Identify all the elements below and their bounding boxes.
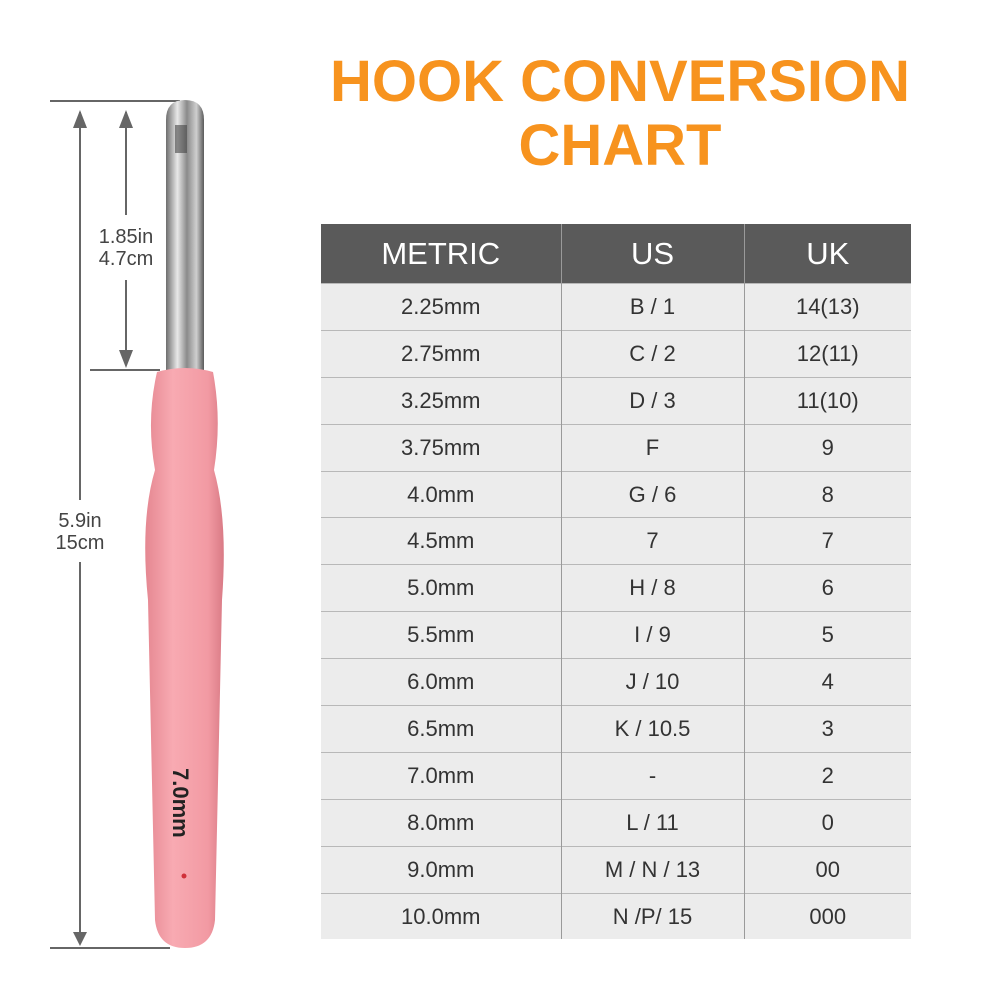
metric-cell: 5.0mm xyxy=(321,564,561,612)
metric-cell: 8.0mm xyxy=(321,798,561,847)
table-row: 7.0mm -2 xyxy=(321,751,911,800)
page-title: HOOK CONVERSION CHART xyxy=(300,50,940,178)
title-line-1: HOOK CONVERSION xyxy=(329,49,911,114)
us-cell: D / 3 xyxy=(560,376,744,425)
uk-cell: 3 xyxy=(743,705,911,753)
us-cell: 7 xyxy=(560,517,744,565)
metric-cell: 5.5mm xyxy=(321,611,561,659)
metric-cell: 3.75mm xyxy=(321,423,561,472)
conversion-table: METRIC US UK 2.25mm B / 1 14(13) 2.75mm C / … xyxy=(321,224,911,940)
metric-cell: 4.0mm xyxy=(321,470,561,518)
uk-cell: 2 xyxy=(743,751,911,800)
metric-cell: 6.0mm xyxy=(321,658,561,706)
us-cell: L / 11 xyxy=(560,798,744,847)
uk-cell: 14(13) xyxy=(743,283,911,331)
table-row: 6.0mm J / 10 4 xyxy=(321,658,911,706)
uk-cell: 7 xyxy=(743,517,911,565)
us-cell: F xyxy=(560,423,744,472)
table-row: 3.25mm D / 3 11(10) xyxy=(321,376,911,425)
us-cell: I / 9 xyxy=(560,611,744,659)
table-row: 8.0mm L / 11 0 xyxy=(321,798,911,847)
uk-cell: 9 xyxy=(743,423,911,472)
total-length-label: 5.9in 15cm xyxy=(45,510,115,554)
us-cell: G / 6 xyxy=(560,470,744,518)
header-metric: METRIC xyxy=(321,224,561,284)
uk-cell: 6 xyxy=(743,564,911,612)
total-length-in: 5.9in xyxy=(58,510,102,532)
us-cell: B / 1 xyxy=(560,283,744,331)
us-cell: K / 10.5 xyxy=(560,705,744,753)
us-cell: J / 10 xyxy=(560,658,744,706)
uk-cell: 5 xyxy=(743,611,911,659)
hook-size-label: 7.0mm xyxy=(168,768,193,838)
uk-cell: 4 xyxy=(743,658,911,706)
us-cell: C / 2 xyxy=(560,329,744,378)
uk-cell: 8 xyxy=(743,470,911,518)
uk-cell: 12(11) xyxy=(743,329,911,378)
table-row: 3.75mm F 9 xyxy=(321,423,911,472)
hook-shaft xyxy=(166,100,204,372)
table-row: 4.5mm 7 7 xyxy=(321,517,911,565)
uk-cell: 11(10) xyxy=(743,376,911,425)
head-length-in: 1.85in xyxy=(98,226,154,248)
table-header-row: METRIC US UK xyxy=(321,224,911,284)
metric-cell: 10.0mm xyxy=(321,892,561,940)
hook-handle xyxy=(145,368,224,948)
table-row: 6.5mm K / 10.5 3 xyxy=(321,705,911,753)
head-length-label: 1.85in 4.7cm xyxy=(88,226,164,270)
header-us: US xyxy=(560,224,744,284)
us-cell: M / N / 13 xyxy=(560,845,744,894)
handle-dot xyxy=(181,873,187,879)
metric-cell: 7.0mm xyxy=(321,751,561,800)
table-row: 10.0mm N /P/ 15 000 xyxy=(321,892,911,940)
metric-cell: 2.25mm xyxy=(321,283,561,331)
metric-cell: 9.0mm xyxy=(321,845,561,894)
head-length-cm: 4.7cm xyxy=(98,248,154,270)
table-row: 2.25mm B / 1 14(13) xyxy=(321,283,911,331)
us-cell: H / 8 xyxy=(560,564,744,612)
metric-cell: 4.5mm xyxy=(321,517,561,565)
table-row: 2.75mm C / 2 12(11) xyxy=(321,329,911,378)
table-row: 9.0mm M / N / 13 00 xyxy=(321,845,911,894)
title-line-2: CHART xyxy=(518,113,722,178)
uk-cell: 00 xyxy=(743,845,911,894)
us-cell: N /P/ 15 xyxy=(560,892,744,940)
uk-cell: 0 xyxy=(743,798,911,847)
dimension-lines xyxy=(50,100,180,949)
us-cell: - xyxy=(560,751,744,800)
header-uk: UK xyxy=(743,224,911,284)
metric-cell: 6.5mm xyxy=(321,705,561,753)
metric-cell: 2.75mm xyxy=(321,329,561,378)
total-length-cm: 15cm xyxy=(55,532,105,554)
table-body: 2.25mm B / 1 14(13) 2.75mm C / 2 12(11) 3.25mm… xyxy=(321,283,911,940)
uk-cell: 000 xyxy=(743,892,911,940)
metric-cell: 3.25mm xyxy=(321,376,561,425)
